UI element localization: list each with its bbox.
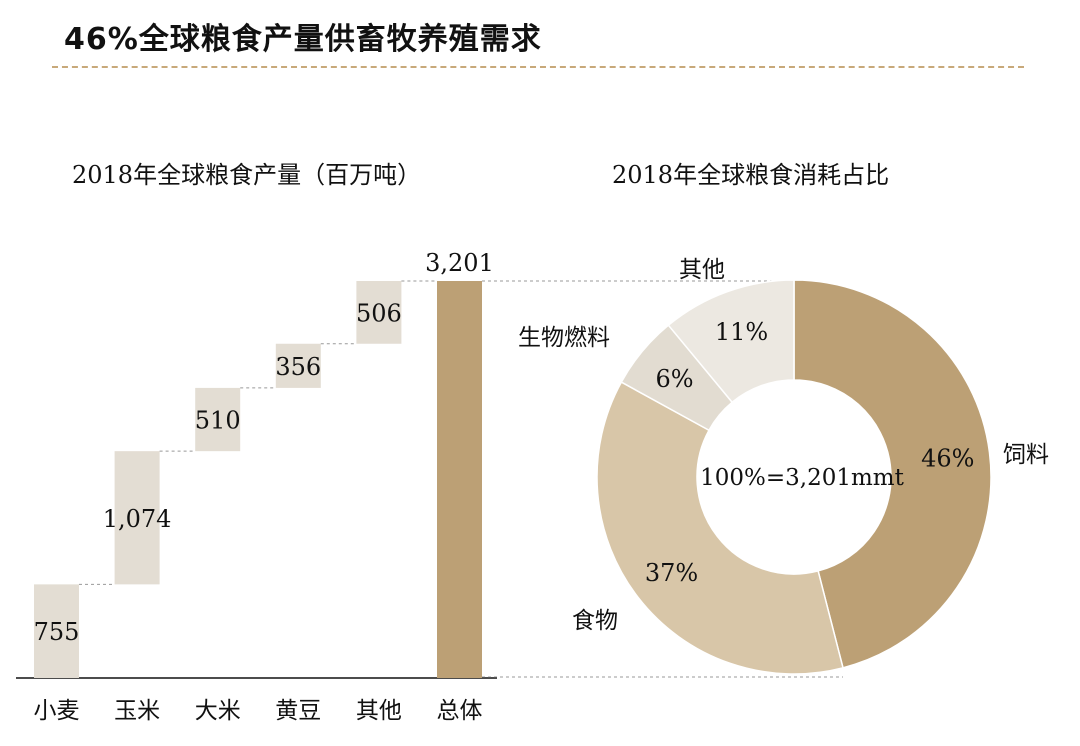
donut-category-label: 其他 <box>679 257 725 283</box>
donut-chart-title: 2018年全球粮食消耗占比 <box>612 161 890 189</box>
waterfall-value-label: 506 <box>356 299 402 327</box>
waterfall-bar <box>34 584 79 678</box>
donut-percent-label: 46% <box>921 445 974 473</box>
donut-category-label: 饲料 <box>1003 442 1049 468</box>
donut-category-label: 食物 <box>572 608 618 634</box>
waterfall-value-label: 3,201 <box>425 249 494 277</box>
title-divider <box>52 66 1024 68</box>
donut-slice <box>596 381 844 675</box>
waterfall-value-label: 510 <box>195 407 241 435</box>
waterfall-value-label: 755 <box>34 618 80 646</box>
waterfall-bar <box>114 451 160 585</box>
donut-slice <box>667 279 795 404</box>
donut-center-label: 100%=3,201mmt <box>700 465 904 491</box>
waterfall-bar <box>356 281 402 344</box>
waterfall-value-label: 1,074 <box>103 505 172 533</box>
waterfall-category-label: 其他 <box>356 698 402 724</box>
waterfall-bar <box>275 343 321 388</box>
donut-category-label: 生物燃料 <box>518 325 610 351</box>
waterfall-category-label: 小麦 <box>34 698 80 724</box>
waterfall-chart-title: 2018年全球粮食产量（百万吨） <box>72 161 422 189</box>
waterfall-chart: 755 小麦 1,074 玉米 510 大米 356 黄豆 506 其他 3,201 总体 <box>16 249 497 724</box>
waterfall-category-label: 黄豆 <box>275 698 321 724</box>
donut-percent-label: 11% <box>715 318 768 346</box>
waterfall-bar <box>437 281 482 678</box>
waterfall-value-label: 356 <box>275 353 321 381</box>
waterfall-category-label: 玉米 <box>114 698 160 724</box>
waterfall-bar <box>195 387 241 452</box>
donut-percent-label: 6% <box>656 365 694 393</box>
page-title: 46%全球粮食产量供畜牧养殖需求 <box>64 22 542 57</box>
donut-slice <box>793 279 992 669</box>
waterfall-category-label: 总体 <box>437 698 483 724</box>
donut-percent-label: 37% <box>645 559 698 587</box>
waterfall-category-label: 大米 <box>195 698 241 724</box>
